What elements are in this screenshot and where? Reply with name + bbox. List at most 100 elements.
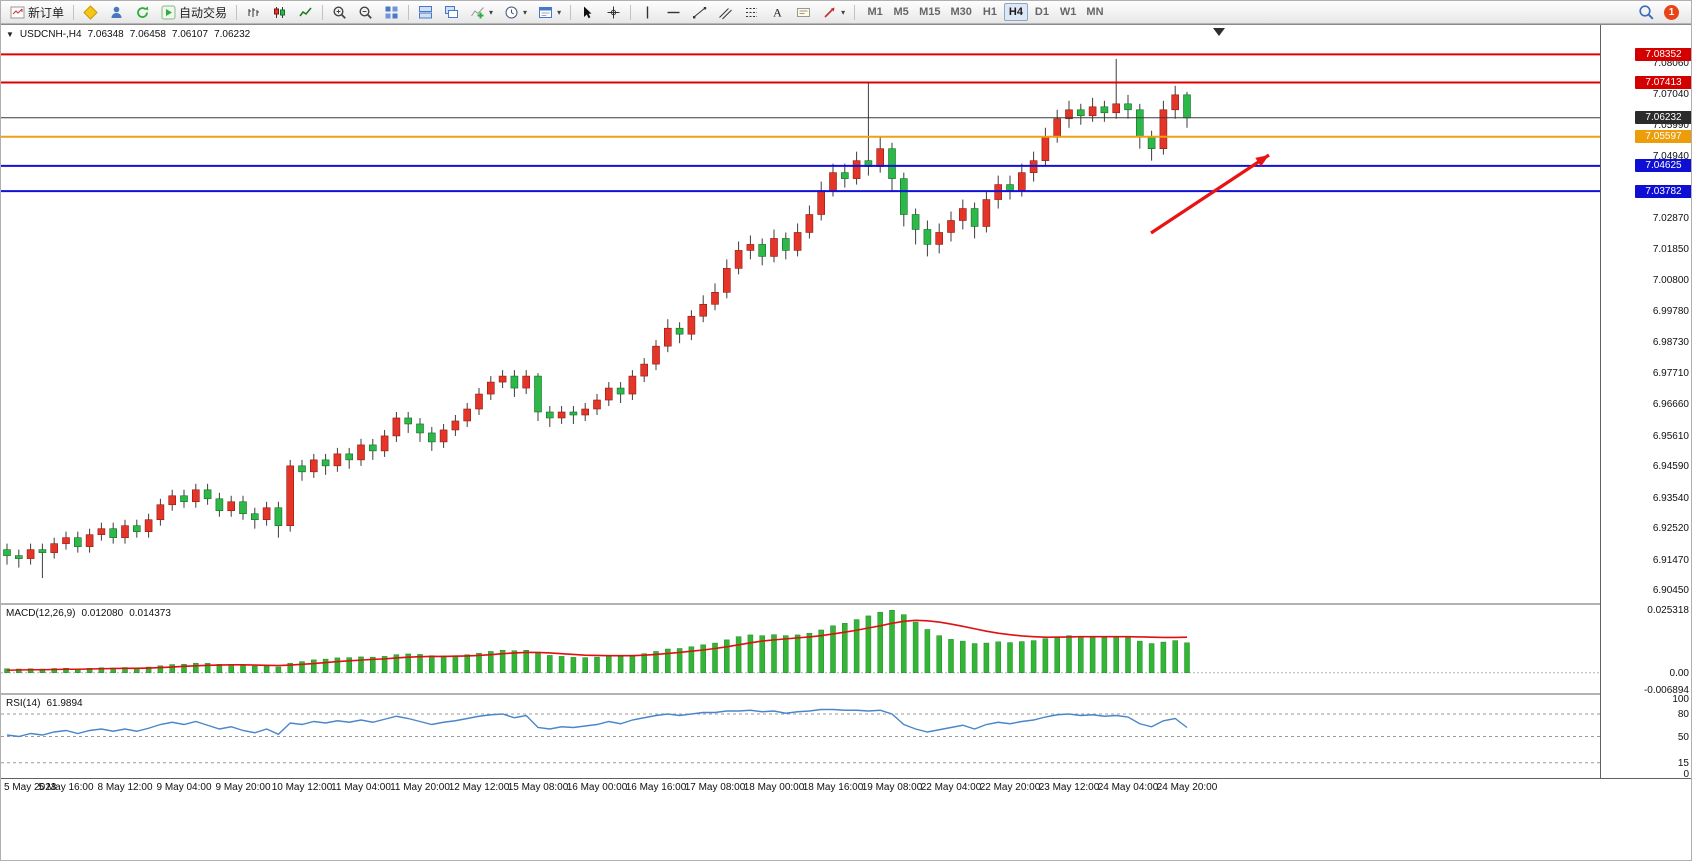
timeframe-button-mn[interactable]: MN xyxy=(1082,3,1107,21)
candlestick-chart[interactable] xyxy=(1,25,1600,603)
line-chart-button[interactable] xyxy=(293,2,318,22)
svg-text:A: A xyxy=(773,5,782,19)
timeframe-button-h4[interactable]: H4 xyxy=(1003,3,1028,21)
toolbar-separator xyxy=(408,4,410,20)
horizontal-line-tool-button[interactable] xyxy=(661,2,686,22)
arrows-tool-button[interactable]: ▾ xyxy=(817,2,850,22)
templates-button[interactable]: ▾ xyxy=(533,2,566,22)
price-tick: 6.98730 xyxy=(1652,337,1689,349)
text-tool-button[interactable]: A xyxy=(765,2,790,22)
cascade-windows-button[interactable] xyxy=(439,2,464,22)
arrange-windows-button[interactable] xyxy=(413,2,438,22)
zoom-in-icon xyxy=(332,5,347,20)
crosshair-tool-button[interactable] xyxy=(601,2,626,22)
price-tick: 6.97710 xyxy=(1652,367,1689,379)
rsi-value: 61.9894 xyxy=(46,698,83,709)
price-badge: 7.07413 xyxy=(1635,75,1691,89)
search-icon[interactable] xyxy=(1638,4,1655,21)
price-tick: 7.07040 xyxy=(1652,88,1689,100)
time-label: 19 May 08:00 xyxy=(861,782,923,793)
price-tick: 7.02870 xyxy=(1652,213,1689,225)
timeframe-button-h1[interactable]: H1 xyxy=(978,3,1002,21)
auto-trading-button[interactable]: 自动交易 xyxy=(156,2,232,22)
timeframe-button-m1[interactable]: M1 xyxy=(863,3,887,21)
price-pane[interactable]: ▼ USDCNH-,H4 7.06348 7.06458 7.06107 7.0… xyxy=(1,25,1600,603)
rsi-chart[interactable] xyxy=(1,695,1600,778)
dropdown-arrow-icon: ▾ xyxy=(841,7,846,17)
candlestick-chart-button[interactable] xyxy=(267,2,292,22)
timeframe-button-d1[interactable]: D1 xyxy=(1030,3,1054,21)
navigator-icon xyxy=(109,5,124,20)
timeframe-button-w1[interactable]: W1 xyxy=(1056,3,1081,21)
time-label: 8 May 12:00 xyxy=(97,782,153,793)
indicators-button[interactable]: ▾ xyxy=(465,2,498,22)
tile-windows-icon xyxy=(384,5,399,20)
time-label: 24 May 04:00 xyxy=(1097,782,1159,793)
time-label: 10 May 12:00 xyxy=(271,782,333,793)
metaeditor-button[interactable] xyxy=(78,2,103,22)
macd-value-signal: 0.014373 xyxy=(129,608,171,619)
price-axis[interactable]: 7.08060 7.07040 7.05990 7.04940 7.02870 7.018… xyxy=(1600,25,1691,780)
text-label-tool-button[interactable] xyxy=(791,2,816,22)
arrows-icon xyxy=(822,5,837,20)
notification-badge[interactable]: 1 xyxy=(1664,4,1679,20)
time-axis[interactable]: 5 May 2023 5 May 16:00 8 May 12:00 9 May 04… xyxy=(1,778,1691,797)
rsi-axis-tick: 100 xyxy=(1672,694,1689,705)
pane-splitter[interactable] xyxy=(1,603,1691,605)
cursor-icon xyxy=(580,5,595,20)
text-label-icon xyxy=(796,5,811,20)
rsi-label: RSI(14) 61.9894 xyxy=(6,698,83,709)
timeframe-button-m5[interactable]: M5 xyxy=(889,3,913,21)
rsi-axis-tick: 0 xyxy=(1683,769,1689,780)
macd-chart[interactable] xyxy=(1,605,1600,693)
zoom-out-icon xyxy=(358,5,373,20)
toolbar-separator xyxy=(854,4,856,20)
toolbar-right: 1 xyxy=(1638,4,1687,21)
trendline-tool-button[interactable] xyxy=(687,2,712,22)
rsi-pane[interactable]: RSI(14) 61.9894 xyxy=(1,695,1600,778)
ohlc-open: 7.06348 xyxy=(87,29,124,40)
auto-trading-label: 自动交易 xyxy=(179,5,228,20)
timeframe-button-m30[interactable]: M30 xyxy=(947,3,976,21)
timeframe-button-m15[interactable]: M15 xyxy=(915,3,944,21)
templates-icon xyxy=(538,5,553,20)
macd-histogram xyxy=(4,609,1190,673)
tile-windows-button[interactable] xyxy=(379,2,404,22)
time-label: 22 May 20:00 xyxy=(979,782,1041,793)
refresh-button[interactable] xyxy=(130,2,155,22)
navigator-button[interactable] xyxy=(104,2,129,22)
chart-area: ▼ USDCNH-,H4 7.06348 7.06458 7.06107 7.0… xyxy=(1,24,1691,797)
time-label: 17 May 08:00 xyxy=(684,782,746,793)
trend-arrow-annotation[interactable] xyxy=(1150,153,1270,235)
time-label: 22 May 04:00 xyxy=(920,782,982,793)
symbol-name: USDCNH-,H4 xyxy=(19,29,82,40)
periods-button[interactable]: ▾ xyxy=(499,2,532,22)
bar-chart-button[interactable] xyxy=(241,2,266,22)
fibonacci-icon xyxy=(744,5,759,20)
cursor-tool-button[interactable] xyxy=(575,2,600,22)
pane-splitter[interactable] xyxy=(1,693,1691,695)
zoom-out-button[interactable] xyxy=(353,2,378,22)
macd-signal-line xyxy=(6,619,1188,672)
time-label: 11 May 20:00 xyxy=(390,782,450,793)
price-tick: 7.00800 xyxy=(1652,275,1689,287)
chart-shift-marker[interactable] xyxy=(1213,28,1225,36)
fibonacci-tool-button[interactable] xyxy=(739,2,764,22)
zoom-in-button[interactable] xyxy=(327,2,352,22)
price-tick: 6.94590 xyxy=(1652,461,1689,473)
price-badge: 7.06232 xyxy=(1635,111,1691,125)
cascade-windows-icon xyxy=(444,5,459,20)
channel-tool-button[interactable] xyxy=(713,2,738,22)
metaeditor-icon xyxy=(83,4,98,20)
time-label: 24 May 20:00 xyxy=(1156,782,1218,793)
price-tick: 6.90450 xyxy=(1652,585,1689,597)
time-label: 9 May 20:00 xyxy=(215,782,271,793)
vertical-line-tool-button[interactable] xyxy=(635,2,660,22)
ohlc-low: 7.06107 xyxy=(171,29,209,40)
new-order-button[interactable]: 新订单 xyxy=(5,2,69,22)
time-label: 23 May 12:00 xyxy=(1038,782,1100,793)
symbol-dropdown-icon[interactable]: ▼ xyxy=(6,30,14,39)
text-icon: A xyxy=(770,5,785,20)
macd-pane[interactable]: MACD(12,26,9) 0.012080 0.014373 xyxy=(1,605,1600,693)
